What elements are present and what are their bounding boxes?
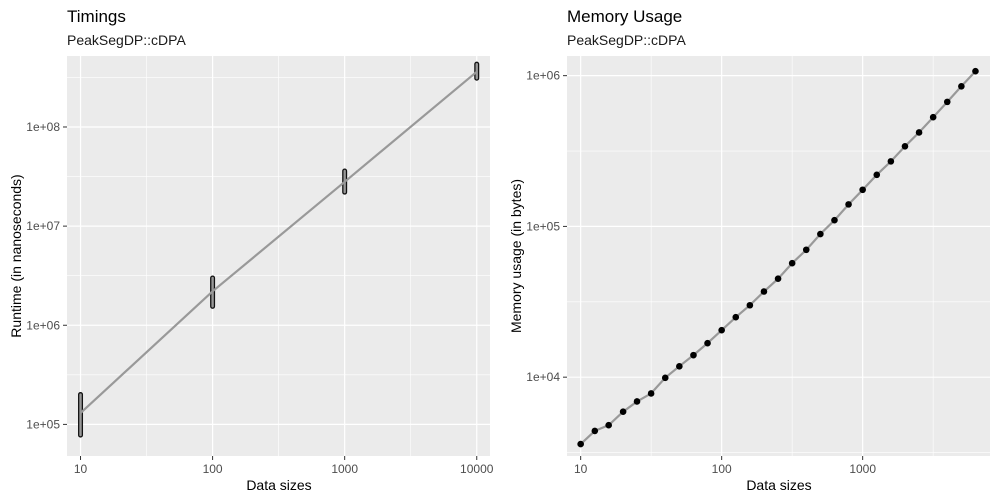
memory-plot-background [567,56,990,456]
timings-y-tick-label: 1e+08 [26,120,60,134]
timings-x-tick-label: 10000 [460,462,494,476]
memory-x-tick-label: 100 [712,462,732,476]
timings-y-axis: 1e+05 1e+06 1e+07 1e+08 [26,120,67,431]
memory-data-point [577,440,584,448]
timings-series [78,61,480,438]
memory-data-point [845,201,852,208]
memory-data-point [831,216,838,224]
memory-data-point [676,363,683,370]
memory-grid [567,56,990,456]
timings-x-axis-label: Data sizes [246,477,311,493]
timings-chart-subtitle: PeakSegDP::cDPA [67,32,186,48]
memory-y-tick-label: 1e+04 [526,370,560,384]
memory-data-point [746,301,754,309]
memory-y-tick-label: 1e+05 [526,219,560,233]
timings-y-tick-label: 1e+07 [26,219,60,233]
timings-grid [67,56,490,456]
memory-data-point [802,246,810,254]
memory-chart-subtitle: PeakSegDP::cDPA [567,32,686,48]
memory-data-point [817,230,824,238]
timings-y-tick-label: 1e+06 [26,318,60,332]
memory-data-point [690,351,697,359]
memory-data-point [887,158,895,165]
memory-data-point [605,421,612,429]
timings-series-line [79,70,478,414]
memory-data-point [732,313,740,321]
memory-chart-title: Memory Usage [567,7,682,26]
memory-data-point [972,67,979,75]
memory-data-point [929,113,937,121]
memory-data-point [943,98,951,106]
memory-x-axis-label: Data sizes [746,477,811,493]
memory-data-point [859,186,866,194]
timings-x-tick-label: 100 [203,462,223,476]
memory-data-point [958,82,965,90]
timings-x-axis: 10 100 1000 10000 [74,456,494,476]
memory-y-axis: 1e+04 1e+05 1e+06 [526,69,567,384]
memory-data-point [873,171,881,179]
timings-y-tick-label: 1e+05 [26,417,60,431]
memory-data-point [633,398,641,405]
memory-data-point [915,129,923,136]
timings-chart-title: Timings [67,7,126,26]
timings-x-tick-label: 10 [74,462,88,476]
memory-x-axis: 10 100 1000 [574,456,876,476]
memory-data-point [901,142,909,150]
memory-data-point [718,326,725,334]
memory-data-point [591,427,599,435]
memory-data-point [788,259,796,267]
memory-x-tick-label: 1000 [849,462,876,476]
timings-x-tick-label: 1000 [331,462,358,476]
timings-y-axis-label: Runtime (in nanoseconds) [8,174,24,337]
memory-chart: Memory Usage PeakSegDP::cDPA 10 100 1000 1… [508,7,990,493]
memory-data-point [704,339,711,347]
timings-chart: Timings PeakSegDP::cDPA 10 100 1000 10000 1… [8,7,494,493]
memory-data-point [760,288,768,295]
memory-series [577,67,979,448]
memory-y-tick-label: 1e+06 [526,69,560,83]
memory-x-tick-label: 10 [574,462,588,476]
memory-data-point [661,374,669,382]
memory-data-point [774,275,782,282]
memory-y-axis-label: Memory usage (in bytes) [508,179,524,333]
memory-data-point [619,408,627,416]
memory-data-point [647,390,655,397]
